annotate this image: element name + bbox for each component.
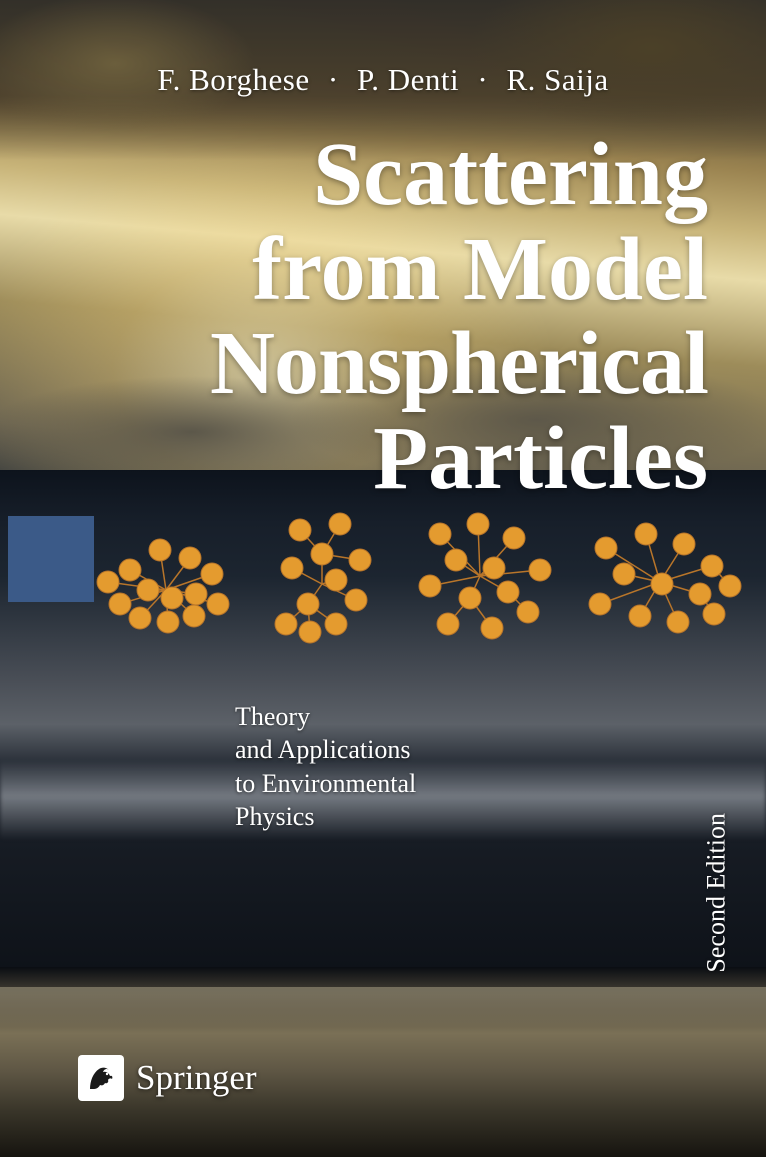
author-1: F. Borghese xyxy=(157,62,309,97)
book-title: Scattering from Model Nonspherical Parti… xyxy=(210,128,708,506)
subtitle-line-1: Theory xyxy=(235,700,416,733)
subtitle-line-4: Physics xyxy=(235,800,416,833)
separator-dot: · xyxy=(477,62,488,97)
edition-label: Second Edition xyxy=(702,813,732,973)
author-line: F. Borghese · P. Denti · R. Saija xyxy=(0,62,766,98)
author-2: P. Denti xyxy=(357,62,459,97)
title-line-4: Particles xyxy=(210,412,708,507)
publisher-block: Springer xyxy=(78,1055,257,1101)
subtitle-line-3: to Environmental xyxy=(235,767,416,800)
title-line-2: from Model xyxy=(210,223,708,318)
particle-clusters xyxy=(0,494,766,694)
book-subtitle: Theory and Applications to Environmental… xyxy=(235,700,416,833)
separator-dot: · xyxy=(328,62,339,97)
subtitle-line-2: and Applications xyxy=(235,733,416,766)
publisher-name: Springer xyxy=(136,1058,257,1098)
author-3: R. Saija xyxy=(506,62,608,97)
title-line-1: Scattering xyxy=(210,128,708,223)
book-cover: F. Borghese · P. Denti · R. Saija Scatte… xyxy=(0,0,766,1157)
title-line-3: Nonspherical xyxy=(210,317,708,412)
springer-horse-icon xyxy=(78,1055,124,1101)
